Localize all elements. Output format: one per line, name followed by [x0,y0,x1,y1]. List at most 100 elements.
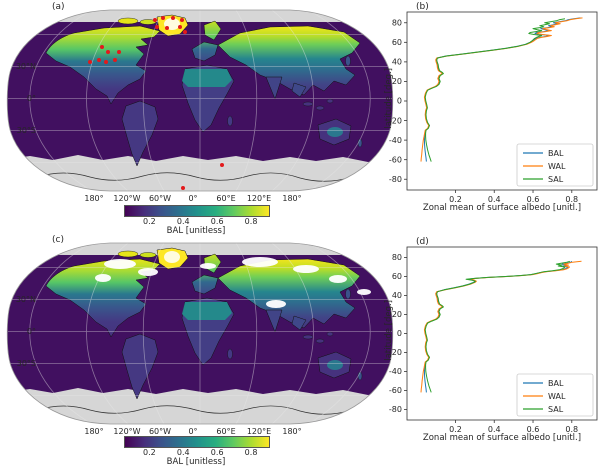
legend-label-wal: WAL [548,162,566,171]
series-line-wal [420,260,582,393]
map-c-lat-label: 0° [26,326,36,336]
colorbar-a-label: BAL [unitless] [166,226,226,236]
y-tick-label: -60 [389,386,402,395]
map-a-lon-label: 0° [188,194,198,203]
station-marker-dot [220,163,224,167]
x-tick-label: 0.2 [449,425,462,434]
map-c-lat-label: 30°S [16,358,36,368]
station-marker-dot [180,18,184,22]
map-panel-a: 30°N 0° 30°S 180° 120°W 60°W 0° 60°E 120°E 180° [0,0,400,236]
map-a-lon-label: 120°W [113,194,141,203]
legend-label-wal: WAL [548,392,566,401]
map-a-lon-label: 180° [84,194,104,203]
map-a-lon-label: 180° [282,194,302,203]
station-marker-dot [153,18,157,22]
y-tick-label: -40 [389,367,402,376]
map-c-lon-label: 180° [84,427,104,436]
map-a-lon-label: 60°E [216,194,236,203]
map-panel-c: 30°N 0° 30°S 180° 120°W 60°W 0° 60°E 120°E 180° [0,233,400,469]
map-c-lon-label: 120°W [113,427,141,436]
missing-data-patch [95,274,111,282]
missing-data-patch [293,265,319,273]
station-marker-dot [171,16,175,20]
missing-data-patch [329,275,347,283]
station-marker-dot [97,58,101,62]
y-tick-label: 60 [392,38,402,47]
y-tick-label: 60 [392,272,402,281]
y-tick-label: -40 [389,136,402,145]
y-tick-label: 0 [397,97,402,106]
panel-d-label: (d) [416,237,429,247]
series-line-bal [423,17,581,162]
map-a-lon-label: 60°W [148,194,172,203]
y-tick-label: 40 [392,291,402,300]
x-tick-label: 0.6 [527,195,540,204]
x-tick-label: 0.8 [565,195,578,204]
x-tick-label: 0.8 [565,425,578,434]
missing-data-patches [95,257,371,308]
missing-data-patch [357,289,371,295]
station-marker-dot [161,16,165,20]
colorbar-a-tick: 0.6 [210,217,224,226]
chart-d-xlabel: Zonal mean of surface albedo [unitl.] [422,433,582,443]
map-c-lon-label: 60°E [216,427,236,436]
station-marker-dot [181,186,185,190]
station-marker-dot [183,30,187,34]
station-marker-dot [113,58,117,62]
station-marker-dot [100,45,104,49]
x-tick-label: 0.6 [527,425,540,434]
map-a-lat-label: 30°N [15,61,36,71]
map-a-lat-label: 0° [26,93,36,103]
missing-data-patch [266,300,286,308]
y-tick-label: 20 [392,310,402,319]
colorbar-a-gradient [124,205,270,217]
missing-data-patch [200,263,216,269]
colorbar-c-label: BAL [unitless] [166,457,226,467]
colorbar-c-tick: 0.4 [176,448,190,457]
map-a-lon-label: 120°E [246,194,272,203]
y-tick-label: 0 [397,329,402,338]
y-tick-label: -80 [389,405,402,414]
colorbar-a-tick: 0.4 [176,217,190,226]
map-c-lon-label: 120°E [246,427,272,436]
zonal-mean-chart-d: 0.2 0.4 0.6 0.8 -80 -60 -40 -20 0 20 40 60 80 BAL WAL S… [389,246,598,434]
missing-data-patch [242,257,278,267]
colorbar-a-tick: 0.8 [244,217,258,226]
y-tick-label: -20 [389,116,402,125]
series-line-sal [424,260,571,393]
y-tick-label: -60 [389,155,402,164]
y-tick-label: 20 [392,77,402,86]
colorbar-c-tick: 0.6 [210,448,224,457]
colorbar-c-tick: 0.8 [244,448,258,457]
y-tick-label: 80 [392,253,402,262]
legend-label-bal: BAL [548,149,564,158]
colorbar-a: BAL [unitless] 0.2 0.4 0.6 0.8 [124,205,270,236]
panel-b-label: (b) [416,2,429,12]
station-marker-dot [106,50,110,54]
panel-c-label: (c) [52,235,64,245]
x-tick-label: 0.2 [449,195,462,204]
chart-b-xlabel: Zonal mean of surface albedo [unitl.] [422,203,582,213]
y-tick-label: -20 [389,348,402,357]
zonal-mean-chart-b: 0.2 0.4 0.6 0.8 -80 -60 -40 -20 0 20 40 60 80 BAL WAL S… [389,11,598,204]
series-line-sal [424,18,566,162]
map-c-lat-label: 30°N [15,294,36,304]
legend-box [516,143,594,187]
panel-a-label: (a) [52,2,65,12]
y-tick-label: -80 [389,175,402,184]
x-tick-label: 0.4 [488,195,501,204]
colorbar-c: BAL [unitless] 0.2 0.4 0.6 0.8 [124,436,270,467]
y-tick-label: 80 [392,18,402,27]
legend-box [516,373,594,417]
station-marker-dot [155,25,159,29]
world-map-c [8,242,392,425]
station-markers [88,16,224,190]
map-c-lon-label: 0° [188,427,198,436]
map-a-lat-label: 30°S [16,125,36,135]
station-marker-dot [165,26,169,30]
map-c-lon-label: 60°W [148,427,172,436]
station-marker-dot [178,25,182,29]
legend-label-sal: SAL [548,405,564,414]
series-line-bal [423,260,573,393]
